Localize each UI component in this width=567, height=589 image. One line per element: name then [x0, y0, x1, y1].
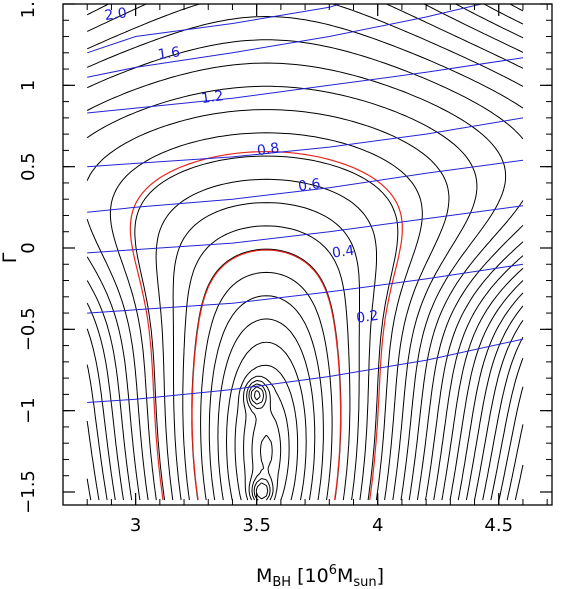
y-tick-label: −1: [18, 397, 39, 424]
x-tick-label: 3: [130, 515, 141, 536]
y-tick-label: 0.5: [18, 152, 39, 181]
contour-label-layer: 2.0 1.6 1.2 0.8 0.6 0.4 0.2: [104, 5, 380, 326]
black-contour: [514, 464, 524, 501]
blue-contour-label: 0.8: [256, 140, 280, 159]
black-contour: [109, 132, 423, 501]
blue-contour-label: 0.2: [355, 308, 379, 327]
confidence-contour: [129, 151, 403, 501]
black-contour: [243, 375, 290, 501]
y-tick-label: −1.5: [18, 470, 39, 514]
contour-layer: [86, 4, 524, 501]
black-contour: [234, 364, 299, 501]
black-contour: [474, 320, 524, 501]
black-contour: [250, 386, 271, 501]
black-contour: [155, 178, 377, 501]
black-contour: [134, 155, 399, 501]
black-contour: [86, 16, 524, 501]
black-contour: [182, 225, 351, 501]
black-contour: [248, 383, 274, 501]
black-contour: [86, 39, 524, 501]
blue-contour-label: 1.2: [200, 88, 224, 107]
blue-contour-line: [87, 338, 524, 403]
x-tick-label: 4: [372, 515, 383, 536]
blue-contour-line: [87, 263, 524, 314]
black-contour: [86, 85, 478, 501]
black-contour: [86, 4, 524, 501]
blue-contour-line: [87, 159, 524, 213]
black-contour: [482, 336, 524, 501]
black-contour: [246, 380, 282, 501]
black-contour: [457, 4, 524, 501]
axis-ticks: [63, 3, 552, 505]
black-contour: [172, 202, 360, 501]
blue-contour-label: 1.6: [157, 44, 181, 63]
blue-contour-label: 2.0: [104, 5, 128, 24]
axis-tick-labels: 3 3.5 4 4.5 −1.5 −1 −0.5 0 0.5 1 1.5: [18, 0, 513, 536]
black-contour: [208, 295, 324, 501]
black-contour: [86, 109, 450, 501]
confidence-contour: [191, 249, 342, 501]
blue-contour-label: 0.6: [297, 176, 321, 195]
black-contour: [506, 424, 524, 501]
blue-contour-line: [87, 117, 524, 168]
y-tick-label: 1.5: [18, 0, 39, 18]
x-axis-title: MBH [106Msun]: [256, 563, 384, 589]
blue-contour-line: [87, 205, 524, 254]
plot-background: [63, 4, 552, 505]
x-tick-label: 3.5: [242, 515, 271, 536]
plot-frame: [62, 3, 553, 506]
blue-contour-label: 0.4: [331, 243, 355, 262]
y-tick-label: 0: [18, 242, 39, 253]
y-tick-label: −0.5: [18, 307, 39, 351]
x-tick-label: 4.5: [484, 515, 513, 536]
y-tick-label: 1: [18, 80, 39, 91]
black-contour: [217, 318, 316, 501]
black-contour: [226, 341, 307, 501]
black-contour: [490, 358, 524, 501]
black-contour: [86, 62, 507, 501]
black-contour: [200, 271, 333, 501]
y-axis-title: Γ: [0, 252, 21, 263]
black-contour: [465, 4, 524, 501]
blue-contour-line: [87, 57, 524, 114]
blue-contour-line: [87, 4, 484, 78]
black-contour: [498, 386, 524, 501]
